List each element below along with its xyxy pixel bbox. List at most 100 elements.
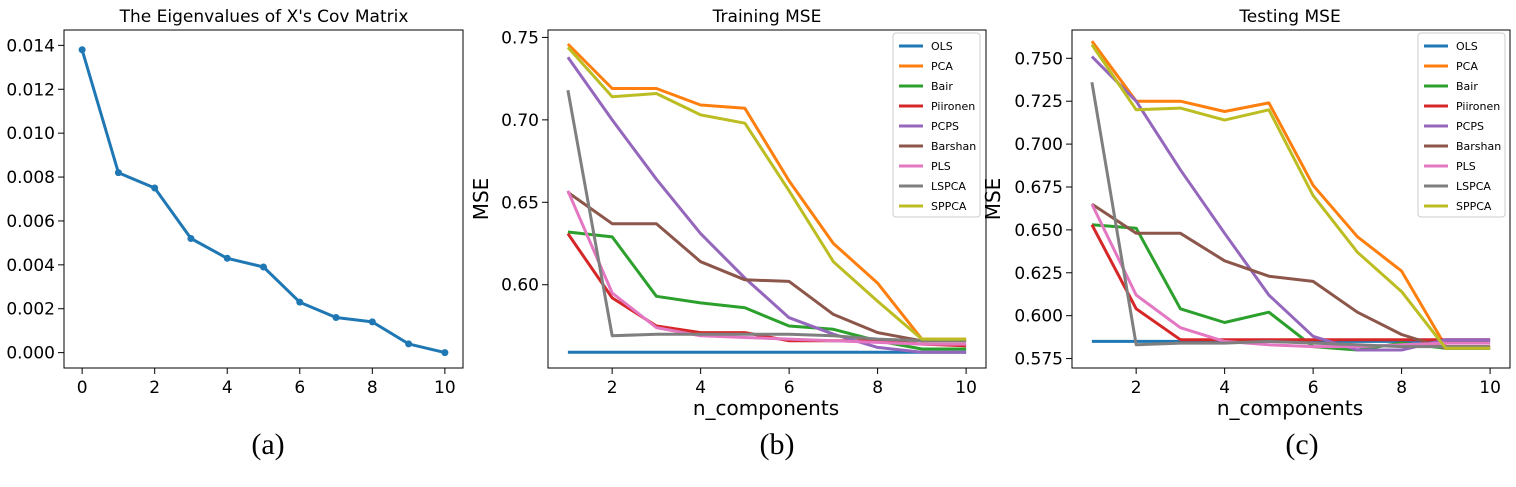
chart-3: Testing MSE 2 4 6 8 10 0.575 0.600 0.625 0.650 0.6… — [981, 7, 1511, 461]
x-tick-label: 6 — [784, 378, 795, 398]
y-axis-label: MSE — [469, 178, 493, 221]
legend-entry: PLS — [931, 160, 951, 173]
y-tick-label: 0.625 — [1014, 264, 1063, 284]
x-tick-label: 10 — [1479, 378, 1501, 398]
series-line-bair — [1091, 223, 1491, 352]
series-line-piironen — [566, 232, 967, 348]
data-point — [332, 314, 340, 322]
y-tick-label: 0.675 — [1014, 178, 1063, 198]
series-line-bair — [567, 230, 967, 351]
series-line-pls — [566, 190, 967, 346]
chart-1: The Eigenvalues of X's Cov Matrix 0 2 4 6 8 10… — [6, 7, 464, 461]
legend-entry: Piironen — [1456, 100, 1500, 113]
series-line — [80, 49, 446, 355]
legend-entry: LSPCA — [931, 180, 966, 193]
series-line-barshan — [1091, 202, 1491, 350]
legend: OLS PCA Bair Piironen PCPS Barshan PLS LSPCA SPP… — [1417, 32, 1506, 218]
legend-entry: SPPCA — [1456, 200, 1492, 213]
y-tick-label: 0.000 — [6, 344, 55, 364]
data-point — [260, 263, 267, 271]
y-tick-label: 0.725 — [1014, 92, 1063, 112]
data-point — [405, 340, 413, 348]
legend-entry: PCPS — [931, 120, 959, 133]
y-tick-label: 0.65 — [501, 193, 539, 213]
series-line-lspca — [566, 89, 967, 343]
figure-caption: (c) — [1285, 428, 1318, 461]
legend-entry: PCA — [1456, 60, 1478, 73]
figure-caption: (a) — [251, 428, 284, 461]
y-tick-label: 0.60 — [501, 276, 539, 296]
data-point — [114, 169, 122, 177]
y-axis-label: MSE — [981, 178, 1005, 221]
data-point — [441, 349, 449, 357]
series-line-pls — [1090, 203, 1491, 349]
legend-entry: PCA — [931, 60, 953, 73]
data-point — [223, 254, 231, 262]
x-tick-label: 8 — [1396, 378, 1407, 398]
x-tick-label: 10 — [955, 378, 977, 398]
data-point — [78, 46, 86, 54]
x-tick-label: 8 — [872, 378, 883, 398]
y-tick-label: 0.002 — [6, 300, 55, 320]
x-tick-label: 0 — [77, 378, 88, 398]
data-point — [296, 298, 304, 306]
y-tick-label: 0.750 — [1014, 49, 1063, 69]
legend-entry: Barshan — [1456, 140, 1501, 153]
series-line-sppca — [1090, 43, 1491, 350]
chart-title: The Eigenvalues of X's Cov Matrix — [119, 7, 409, 27]
series-line-sppca — [566, 46, 967, 341]
legend-entry: LSPCA — [1456, 180, 1491, 193]
series-line-barshan — [567, 191, 967, 343]
legend-box — [1417, 32, 1506, 218]
legend-entry: Piironen — [931, 100, 975, 113]
y-tick-label: 0.600 — [1014, 307, 1063, 327]
x-axis-label: n_components — [693, 396, 839, 420]
series-line-pca — [566, 42, 967, 341]
legend-entry: Bair — [931, 80, 953, 93]
y-tick-label: 0.70 — [501, 111, 539, 131]
legend-entry: PCPS — [1456, 120, 1484, 133]
series-line-lspca — [1090, 82, 1491, 349]
legend-entry: Bair — [1456, 80, 1478, 93]
chart-title: Training MSE — [712, 7, 822, 27]
x-tick-label: 8 — [367, 378, 378, 398]
legend-entry: OLS — [1456, 40, 1478, 53]
data-point — [368, 318, 376, 326]
x-axis-label: n_components — [1217, 396, 1363, 420]
y-tick-label: 0.700 — [1014, 135, 1063, 155]
plot-frame — [547, 29, 987, 369]
plot-frame — [63, 29, 464, 369]
y-tick-label: 0.010 — [6, 124, 55, 144]
figure-caption: (b) — [760, 428, 795, 461]
x-tick-label: 2 — [607, 378, 618, 398]
y-tick-label: 0.014 — [6, 36, 55, 56]
x-tick-label: 2 — [1131, 378, 1142, 398]
y-tick-label: 0.575 — [1014, 350, 1063, 370]
data-point — [187, 235, 195, 243]
data-point — [151, 184, 159, 192]
y-tick-label: 0.004 — [6, 256, 55, 276]
chart-2: Training MSE 2 4 6 8 10 0.60 0.65 0.70 0.75 n_comp… — [469, 7, 987, 461]
series-line-piironen — [1090, 224, 1491, 342]
chart-title: Testing MSE — [1238, 7, 1340, 27]
series-line-pcps — [566, 56, 967, 354]
legend-box — [892, 32, 981, 218]
legend-entry: OLS — [931, 40, 953, 53]
legend-entry: PLS — [1456, 160, 1476, 173]
x-tick-label: 4 — [1219, 378, 1230, 398]
x-tick-label: 10 — [434, 378, 456, 398]
y-tick-label: 0.75 — [501, 28, 539, 48]
legend: OLS PCA Bair Piironen PCPS Barshan PLS LSPCA SPP… — [892, 32, 981, 218]
y-tick-label: 0.006 — [6, 212, 55, 232]
legend-entry: Barshan — [931, 140, 976, 153]
x-tick-label: 6 — [294, 378, 305, 398]
x-tick-label: 6 — [1308, 378, 1319, 398]
x-tick-label: 2 — [149, 378, 160, 398]
x-tick-label: 4 — [222, 378, 233, 398]
series-line-pca — [1090, 40, 1491, 349]
x-tick-label: 4 — [695, 378, 706, 398]
plot-frame — [1071, 29, 1511, 369]
legend-entry: SPPCA — [931, 200, 967, 213]
